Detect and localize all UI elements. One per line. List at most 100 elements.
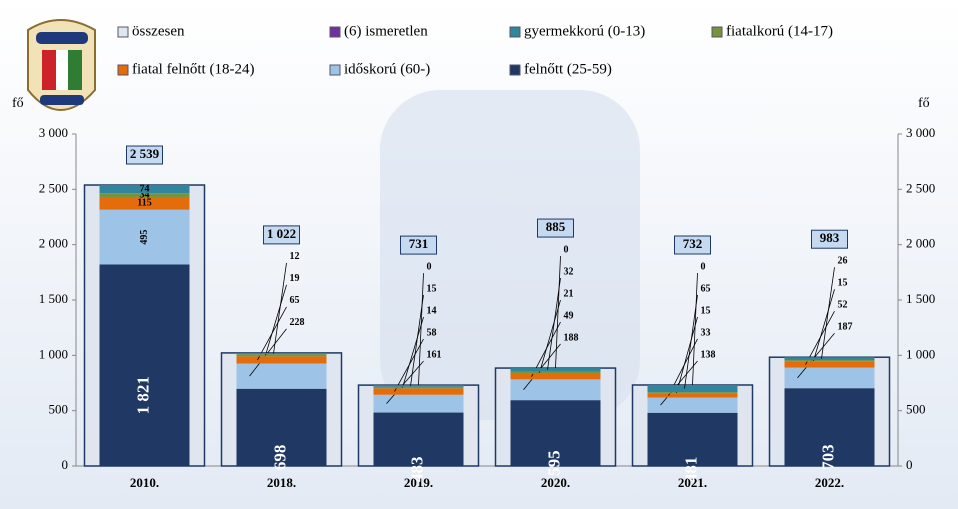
- leader-line: [821, 267, 835, 359]
- building: [380, 90, 640, 420]
- y2-tick-label: 500: [906, 402, 926, 417]
- bar-segment: [236, 388, 327, 466]
- total-label: 1 022: [267, 226, 296, 241]
- x-tick-label: 2010.: [130, 475, 159, 490]
- y-tick-label: 2 500: [39, 180, 68, 195]
- y2-tick-label: 3 000: [906, 125, 935, 140]
- bar-segment: [99, 193, 190, 197]
- y-axis-label: fő: [12, 96, 24, 111]
- total-label: 983: [820, 230, 840, 245]
- bar-segment: [647, 392, 738, 394]
- x-tick-label: 2018.: [267, 475, 296, 490]
- segment-label: 481: [681, 457, 700, 483]
- legend-label: fiatal felnőtt (18-24): [132, 61, 254, 77]
- bar-segment: [647, 397, 738, 413]
- y2-axis-label: fő: [918, 96, 930, 111]
- legend-swatch: [509, 26, 521, 38]
- bar-segment: [510, 373, 601, 380]
- segment-label: 15: [838, 278, 848, 289]
- leader-line: [410, 295, 424, 386]
- total-label: 731: [409, 236, 429, 251]
- bar-segment: [373, 388, 464, 395]
- y-tick-label: 0: [62, 457, 69, 472]
- bar-segment: [236, 354, 327, 357]
- y-tick-label: 2 000: [39, 236, 68, 251]
- y2-tick-label: 2 000: [906, 236, 935, 251]
- x-tick-label: 2022.: [815, 475, 844, 490]
- segment-label: 228: [290, 317, 305, 328]
- legend-label: gyermekkorú (0-13): [524, 23, 645, 39]
- segment-label: 33: [701, 327, 711, 338]
- legend-label: (6) ismeretlen: [344, 23, 428, 39]
- total-label-box: [263, 225, 300, 245]
- segment-label: 74: [140, 183, 150, 194]
- segment-label: 161: [427, 349, 442, 360]
- total-label-box: [811, 229, 848, 249]
- total-label-box: [537, 218, 574, 238]
- leader-line: [386, 360, 424, 404]
- y2-tick-label: 1 500: [906, 291, 935, 306]
- bar-segment: [647, 412, 738, 466]
- segment-label: 12: [290, 251, 300, 262]
- segment-label: 1 821: [133, 376, 152, 414]
- legend-label: időskorú (60-): [344, 61, 430, 77]
- y-tick-label: 1 500: [39, 291, 68, 306]
- bar-segment: [784, 367, 875, 389]
- x-tick-label: 2019.: [404, 475, 433, 490]
- total-label-box: [400, 235, 437, 255]
- leader-line: [265, 284, 287, 356]
- leader-line: [684, 294, 698, 389]
- segment-label: 21: [564, 288, 574, 299]
- segment-label: 703: [818, 444, 837, 470]
- bar-segment: [373, 385, 464, 387]
- total-label-box: [126, 145, 163, 165]
- segment-label: 187: [838, 322, 853, 333]
- y2-tick-label: 0: [906, 457, 913, 472]
- bar-segment: [647, 384, 738, 393]
- segment-label: 32: [564, 266, 574, 277]
- total-label-box: [674, 235, 711, 255]
- bar-segment: [99, 264, 190, 466]
- segment-label: 495: [139, 230, 150, 245]
- y2-tick-label: 2 500: [906, 180, 935, 195]
- leader-line: [555, 256, 561, 369]
- bar-segment: [373, 412, 464, 466]
- leader-line: [418, 273, 424, 386]
- segment-label: 15: [701, 305, 711, 316]
- police-logo: [27, 19, 96, 111]
- leader-line: [273, 262, 287, 354]
- bar-segment: [99, 185, 190, 194]
- segment-label: 595: [544, 450, 563, 476]
- segment-label: 115: [137, 198, 151, 209]
- legend-swatch: [117, 26, 129, 38]
- segment-label: 19: [290, 273, 300, 284]
- y-tick-label: 3 000: [39, 125, 68, 140]
- bar-segment: [784, 357, 875, 361]
- leader-line: [539, 299, 561, 373]
- segment-label: 58: [427, 327, 437, 338]
- legend-swatch: [711, 26, 723, 38]
- y-tick-label: 500: [49, 402, 69, 417]
- legend-swatch: [509, 64, 521, 76]
- segment-label: 0: [564, 244, 569, 255]
- segment-label: 138: [701, 349, 716, 360]
- bar-segment: [99, 209, 190, 265]
- segment-label: 0: [701, 261, 706, 272]
- total-label: 732: [683, 236, 703, 251]
- segment-label: 483: [407, 457, 426, 483]
- segment-label: 49: [564, 310, 574, 321]
- legend-label: fiatalkorú (14-17): [726, 23, 833, 39]
- bar-segment: [784, 360, 875, 362]
- leader-line: [547, 278, 561, 370]
- legend-swatch: [117, 64, 129, 76]
- x-tick-label: 2020.: [541, 475, 570, 490]
- legend-swatch: [329, 26, 341, 38]
- bar-segment: [510, 371, 601, 374]
- legend-label: összesen: [132, 23, 185, 39]
- legend-swatch: [329, 64, 341, 76]
- segment-label: 698: [270, 445, 289, 471]
- segment-label: 26: [838, 256, 848, 267]
- segment-label: 14: [427, 305, 437, 316]
- bar-segment: [647, 393, 738, 398]
